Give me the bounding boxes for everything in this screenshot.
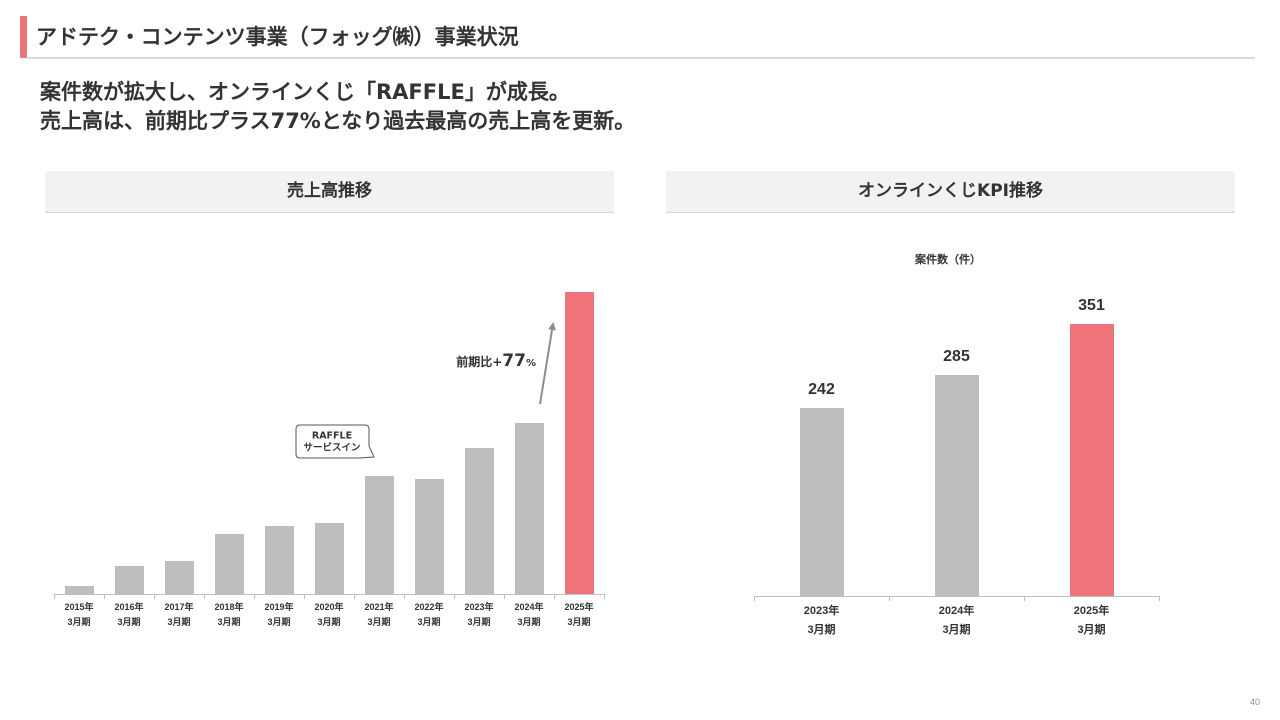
callout-line: サービスイン <box>303 442 360 454</box>
title-accent-bar <box>20 16 27 58</box>
x-axis-tick <box>754 596 755 601</box>
x-axis-tick <box>604 594 605 599</box>
bar <box>264 526 294 594</box>
kpi-chart-subtitle: 案件数（件） <box>915 253 981 266</box>
x-axis-tick <box>54 594 55 599</box>
bar <box>64 586 94 594</box>
x-axis-tick <box>304 594 305 599</box>
bar <box>214 533 244 594</box>
x-tick-label: 2019年 3月期 <box>264 602 294 627</box>
growth-label-number: 77 <box>502 351 526 371</box>
growth-label-prefix: 前期比+ <box>456 354 502 369</box>
page-number: 40 <box>1249 697 1260 707</box>
data-label: 285 <box>943 348 970 366</box>
x-tick-label: 2021年 3月期 <box>364 602 394 627</box>
data-label: 351 <box>1078 296 1105 314</box>
bar <box>314 523 344 594</box>
growth-label: 前期比+77% <box>456 351 536 371</box>
x-axis-tick <box>454 594 455 599</box>
x-axis-line <box>54 594 604 595</box>
x-axis-tick <box>504 594 505 599</box>
x-axis-tick <box>1159 596 1160 601</box>
x-axis-tick <box>204 594 205 599</box>
x-axis-line <box>754 596 1159 597</box>
bar <box>414 478 444 594</box>
x-tick-label: 2018年 3月期 <box>214 602 244 627</box>
data-label: 242 <box>808 381 835 399</box>
x-axis-tick <box>254 594 255 599</box>
x-tick-label: 2020年 3月期 <box>314 602 344 627</box>
x-axis-tick <box>554 594 555 599</box>
bar <box>114 565 144 594</box>
summary: 案件数が拡大し、オンラインくじ「RAFFLE」が成長。 売上高は、前期比プラス7… <box>40 78 1240 136</box>
x-axis-tick <box>154 594 155 599</box>
bar <box>164 561 194 594</box>
bar <box>934 375 979 596</box>
bar <box>564 292 594 594</box>
bar <box>464 448 494 594</box>
x-axis-tick <box>1024 596 1025 601</box>
x-axis-tick <box>104 594 105 599</box>
x-tick-label: 2025年 3月期 <box>564 602 594 627</box>
x-axis-tick <box>404 594 405 599</box>
page-title: アドテク・コンテンツ事業（フォッグ㈱）事業状況 <box>36 25 519 49</box>
x-tick-label: 2024年 3月期 <box>514 602 544 627</box>
callout-line: RAFFLE <box>312 431 352 442</box>
growth-arrow <box>539 322 556 405</box>
kpi-bar-chart: 2023年 3月期 242 2024年 3月期 285 2025年 3月期 351 <box>744 250 1168 650</box>
summary-line: 案件数が拡大し、オンラインくじ「RAFFLE」が成長。 <box>40 80 570 104</box>
kpi-panel-header: オンラインくじKPI推移 <box>666 171 1235 213</box>
title-divider <box>27 57 1255 59</box>
x-tick-label: 2024年 3月期 <box>938 605 975 636</box>
x-tick-label: 2023年 3月期 <box>803 605 840 636</box>
bar <box>799 408 844 596</box>
sales-bar-chart: 前期比+77% RAFFLE サービスイン 2015年 3月期 2016年 3月期… <box>40 250 620 640</box>
x-axis-tick <box>889 596 890 601</box>
callout-bubble <box>295 424 375 459</box>
x-tick-label: 2017年 3月期 <box>164 602 194 627</box>
x-tick-label: 2022年 3月期 <box>414 602 444 627</box>
x-tick-label: 2025年 3月期 <box>1073 605 1110 636</box>
x-tick-label: 2016年 3月期 <box>114 602 144 627</box>
x-tick-label: 2023年 3月期 <box>464 602 494 627</box>
x-tick-label: 2015年 3月期 <box>64 602 94 627</box>
bar <box>514 423 544 594</box>
growth-label-unit: % <box>526 358 536 369</box>
sales-panel-header: 売上高推移 <box>45 171 614 213</box>
sales-annotations: 前期比+77% RAFFLE サービスイン <box>295 322 556 459</box>
summary-line: 売上高は、前期比プラス77%となり過去最高の売上高を更新。 <box>40 109 636 133</box>
bar <box>1069 323 1114 596</box>
x-axis-tick <box>354 594 355 599</box>
bar <box>364 475 394 594</box>
